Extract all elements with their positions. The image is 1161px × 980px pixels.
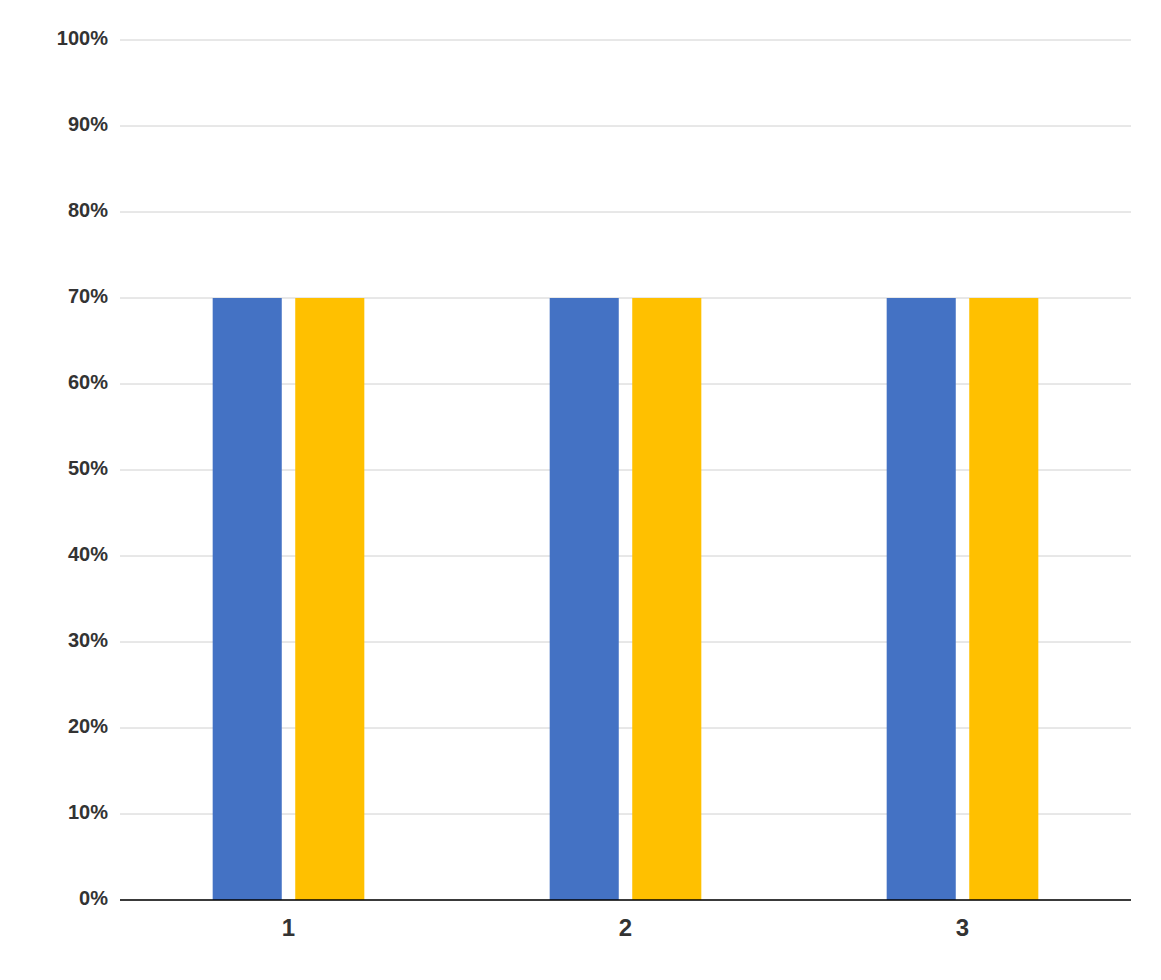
x-axis: 1 2 3 [120,900,1131,941]
bars [213,298,1039,900]
grid-line [120,126,1131,127]
grid-line [120,212,1131,213]
grid-line [120,40,1131,41]
y-tick-label: 10% [68,801,108,823]
y-axis: 0% 10% 20% 30% 40% 50% 60% 70% 80% 90% 100% [57,27,108,909]
bar [632,298,701,900]
y-tick-label: 20% [68,715,108,737]
y-tick-label: 0% [79,887,108,909]
y-tick-label: 90% [68,113,108,135]
y-tick-label: 100% [57,27,108,49]
grid-line [120,900,1131,901]
bar [550,298,619,900]
y-tick-label: 60% [68,371,108,393]
y-tick-label: 80% [68,199,108,221]
chart: 0% 10% 20% 30% 40% 50% 60% 70% 80% 90% 100% 1 2 3 [0,0,1161,980]
x-tick-label: 3 [956,914,969,941]
y-tick-label: 40% [68,543,108,565]
y-tick-label: 30% [68,629,108,651]
bar [213,298,282,900]
bar [887,298,956,900]
grid [120,40,1131,900]
bar [969,298,1038,900]
x-axis-line [120,899,1131,901]
x-tick-label: 1 [282,914,295,941]
x-tick-label: 2 [619,914,632,941]
y-tick-label: 70% [68,285,108,307]
bar [295,298,364,900]
y-tick-label: 50% [68,457,108,479]
